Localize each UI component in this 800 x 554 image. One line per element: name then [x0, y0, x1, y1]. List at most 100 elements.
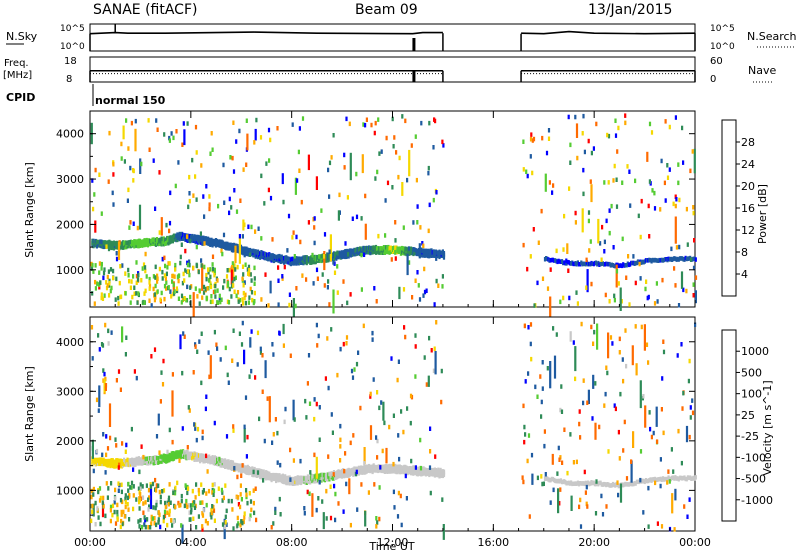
- echo-cell: [267, 187, 270, 193]
- echo-cell: [243, 280, 246, 285]
- echo-cell: [100, 211, 103, 216]
- echo-cell: [245, 492, 248, 498]
- echo-cell: [244, 300, 247, 306]
- echo-cell: [401, 114, 404, 119]
- echo-cell: [170, 235, 173, 240]
- echo-cell: [354, 248, 357, 253]
- echo-cell: [272, 352, 275, 357]
- echo-cell: [687, 256, 691, 261]
- echo-cell: [223, 200, 226, 205]
- echo-cell: [425, 382, 428, 387]
- echo-cell: [691, 476, 694, 481]
- echo-cell: [587, 218, 590, 224]
- echo-cell: [532, 136, 536, 142]
- echo-cell: [555, 332, 558, 337]
- echo-cell: [305, 277, 308, 282]
- echo-cell: [441, 284, 444, 289]
- echo-cell: [237, 495, 240, 500]
- echo-cell: [242, 519, 245, 525]
- echo-cell: [671, 493, 674, 514]
- echo-cell: [321, 472, 324, 478]
- echo-cell: [419, 465, 423, 471]
- echo-cell: [170, 294, 173, 299]
- echo-cell: [224, 520, 227, 525]
- colorbar-tick-label: -100: [741, 451, 766, 464]
- echo-cell: [129, 243, 132, 249]
- echo-cell: [213, 518, 216, 523]
- echo-cell: [691, 398, 694, 403]
- echo-cell: [278, 330, 281, 336]
- echo-cell: [141, 456, 144, 461]
- echo-cell: [585, 257, 588, 263]
- echo-cell: [194, 426, 197, 431]
- echo-cell: [212, 458, 215, 464]
- echo-cell: [304, 255, 307, 260]
- echo-cell: [582, 191, 585, 197]
- echo-cell: [93, 460, 96, 466]
- echo-cell: [620, 299, 623, 304]
- echo-cell: [207, 270, 210, 275]
- echo-cell: [175, 450, 178, 455]
- echo-cell: [140, 461, 143, 466]
- echo-cell: [189, 503, 192, 508]
- echo-cell: [149, 484, 152, 489]
- echo-cell: [605, 261, 608, 267]
- echo-cell: [603, 180, 606, 185]
- echo-cell: [90, 518, 93, 524]
- echo-cell: [294, 177, 297, 195]
- echo-cell: [97, 333, 100, 338]
- echo-cell: [238, 331, 241, 336]
- echo-cell: [337, 210, 340, 221]
- echo-cell: [578, 409, 581, 414]
- echo-cell: [420, 247, 423, 252]
- echo-cell: [554, 478, 557, 484]
- echo-cell: [668, 167, 671, 172]
- echo-cell: [433, 117, 436, 122]
- echo-cell: [592, 374, 595, 389]
- echo-cell: [598, 424, 601, 430]
- echo-cell: [590, 150, 593, 156]
- freq-nave-series: [89, 69, 696, 82]
- echo-cell: [209, 267, 212, 272]
- echo-cell: [196, 426, 200, 432]
- echo-cell: [613, 163, 616, 169]
- echo-cell: [116, 509, 119, 515]
- echo-cell: [239, 504, 242, 510]
- echo-cell: [237, 502, 240, 507]
- echo-cell: [414, 465, 417, 470]
- echo-cell: [214, 283, 217, 289]
- x-tick-label: 16:00: [477, 536, 509, 549]
- echo-cell: [124, 499, 127, 505]
- echo-cell: [127, 507, 130, 512]
- echo-cell: [625, 263, 628, 268]
- echo-cell: [132, 178, 135, 183]
- echo-cell: [166, 449, 169, 455]
- echo-cell: [414, 134, 417, 139]
- echo-cell: [648, 410, 651, 415]
- echo-cell: [135, 273, 138, 279]
- echo-cell: [154, 477, 157, 483]
- echo-cell: [160, 290, 163, 296]
- echo-cell: [116, 502, 119, 508]
- echo-cell: [566, 259, 569, 265]
- echo-cell: [427, 248, 430, 254]
- echo-cell: [216, 346, 219, 351]
- echo-cell: [100, 239, 103, 244]
- echo-cell: [176, 275, 179, 280]
- echo-cell: [236, 362, 239, 367]
- echo-cell: [574, 220, 577, 225]
- echo-cell: [205, 502, 208, 508]
- echo-cell: [187, 503, 190, 508]
- echo-cell: [429, 426, 432, 431]
- echo-cell: [404, 246, 407, 251]
- echo-cell: [603, 403, 606, 408]
- echo-cell: [276, 460, 279, 465]
- echo-cell: [167, 261, 170, 266]
- echo-cell: [159, 454, 162, 459]
- echo-cell: [189, 294, 192, 300]
- echo-cell: [124, 240, 127, 245]
- echo-cell: [107, 179, 110, 184]
- echo-cell: [210, 510, 213, 516]
- echo-cell: [175, 235, 178, 241]
